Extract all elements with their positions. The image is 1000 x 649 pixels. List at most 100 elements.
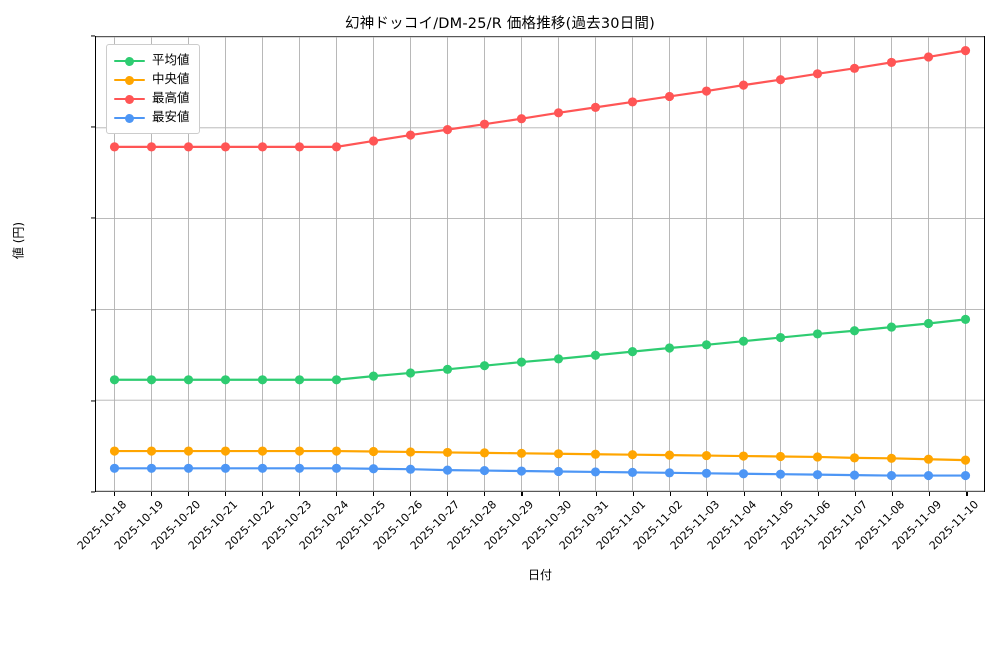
data-point: [183, 142, 194, 152]
data-point: [664, 468, 675, 478]
x-tick-mark: [484, 492, 486, 496]
data-point: [923, 318, 934, 329]
x-tick-mark: [373, 492, 375, 496]
legend-marker-icon: [114, 112, 145, 124]
series-1: [109, 314, 971, 385]
data-point: [701, 468, 712, 478]
x-tick-mark: [187, 492, 189, 496]
data-point: [294, 142, 305, 152]
x-tick-mark: [595, 492, 597, 496]
data-point: [775, 75, 786, 85]
data-point: [220, 463, 231, 473]
y-tick-mark: [91, 491, 95, 493]
data-point: [257, 375, 268, 385]
x-tick-mark: [298, 492, 301, 496]
y-tick-mark: [91, 400, 95, 402]
data-point: [775, 332, 786, 343]
data-point: [109, 446, 120, 456]
data-point: [516, 357, 527, 367]
legend-item-3[interactable]: 最高値: [114, 89, 190, 108]
data-point: [812, 470, 823, 480]
data-point: [405, 464, 416, 474]
legend-item-4[interactable]: 最安値: [114, 108, 190, 127]
chart-figure: 幻神ドッコイ/DM-25/R 価格推移(過去30日間) 値 (円) 日付 020…: [11, 16, 985, 582]
data-point: [294, 375, 305, 385]
data-point: [812, 69, 823, 79]
data-point: [701, 86, 712, 96]
data-point: [923, 470, 934, 481]
data-point: [516, 466, 527, 476]
legend-marker-icon: [114, 93, 145, 105]
legend-marker-icon: [114, 74, 145, 86]
plot-area: [95, 36, 985, 492]
data-point: [590, 102, 601, 112]
series-2: [109, 446, 971, 465]
data-point: [775, 469, 786, 479]
data-point: [442, 447, 453, 457]
data-point: [960, 470, 971, 481]
y-tick-mark: [91, 126, 95, 128]
data-point: [405, 447, 416, 457]
data-point: [590, 350, 601, 360]
data-point: [775, 451, 786, 462]
legend-item-1[interactable]: 平均値: [114, 51, 190, 70]
data-point: [738, 451, 749, 461]
y-axis-label: 値 (円): [11, 221, 26, 260]
data-point: [368, 464, 379, 474]
data-point: [146, 463, 157, 473]
data-point: [331, 142, 342, 152]
x-tick-mark: [558, 492, 560, 496]
data-point: [442, 465, 453, 475]
data-point: [886, 57, 897, 68]
data-point: [960, 46, 971, 56]
legend-item-2[interactable]: 中央値: [114, 70, 190, 89]
chart-title: 幻神ドッコイ/DM-25/R 価格推移(過去30日間): [345, 16, 655, 32]
x-tick-mark: [150, 492, 152, 496]
data-point: [146, 375, 157, 385]
series-4: [109, 463, 971, 481]
chart-series-layer: [109, 46, 971, 481]
data-point: [886, 453, 897, 463]
data-point: [701, 340, 712, 350]
data-point: [886, 470, 897, 481]
data-point: [553, 449, 564, 459]
data-point: [923, 454, 934, 464]
x-tick-mark: [743, 492, 746, 496]
x-tick-mark: [781, 492, 783, 496]
data-point: [849, 453, 860, 463]
data-point: [368, 371, 379, 381]
x-tick-mark: [224, 492, 226, 496]
data-point: [590, 467, 601, 477]
data-point: [109, 463, 120, 473]
chart-legend: 平均値 中央値 最高値最安値: [106, 44, 200, 134]
legend-label: 最高値: [152, 90, 190, 106]
x-tick-mark: [632, 492, 634, 496]
data-point: [479, 465, 490, 476]
data-point: [479, 119, 490, 129]
data-point: [738, 469, 749, 479]
x-tick-mark: [892, 492, 894, 496]
data-point: [627, 450, 638, 460]
x-tick-mark: [447, 492, 449, 496]
data-point: [146, 142, 157, 152]
data-point: [109, 375, 120, 385]
x-axis-label: 日付: [527, 568, 552, 582]
x-tick-mark: [966, 492, 968, 496]
data-point: [590, 449, 601, 459]
data-point: [257, 446, 268, 456]
data-point: [294, 446, 305, 456]
data-point: [331, 446, 342, 456]
x-tick-mark: [929, 492, 931, 496]
x-tick-mark: [113, 492, 115, 496]
data-point: [553, 108, 564, 118]
data-point: [442, 364, 453, 374]
data-point: [257, 463, 268, 473]
x-tick-mark: [410, 492, 412, 496]
x-tick-mark: [336, 492, 338, 496]
data-point: [183, 463, 194, 473]
x-tick-mark: [669, 492, 671, 496]
data-point: [812, 452, 823, 462]
data-point: [849, 326, 860, 336]
data-point: [220, 142, 231, 152]
data-point: [516, 114, 527, 124]
